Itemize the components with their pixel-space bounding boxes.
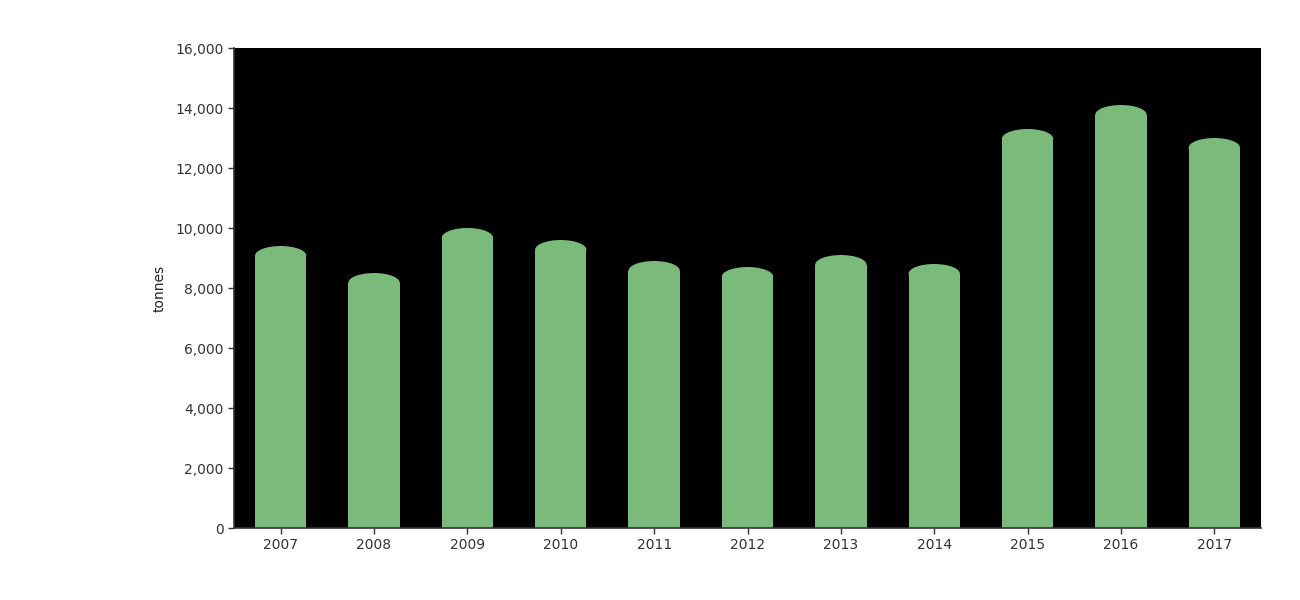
Bar xyxy=(722,277,774,528)
Ellipse shape xyxy=(536,240,586,259)
Ellipse shape xyxy=(442,228,493,247)
Ellipse shape xyxy=(628,261,680,280)
Bar xyxy=(255,256,307,528)
Bar xyxy=(442,238,493,528)
Ellipse shape xyxy=(1096,105,1147,124)
Bar xyxy=(909,274,959,528)
Ellipse shape xyxy=(815,255,867,275)
Bar xyxy=(536,250,586,528)
Ellipse shape xyxy=(255,246,307,265)
Ellipse shape xyxy=(348,273,399,292)
Y-axis label: tonnes: tonnes xyxy=(153,265,166,311)
Bar xyxy=(348,283,399,528)
Bar xyxy=(1188,148,1240,528)
Ellipse shape xyxy=(909,264,959,283)
Bar xyxy=(628,271,680,528)
Bar xyxy=(1096,115,1147,528)
Ellipse shape xyxy=(1002,129,1053,148)
Bar xyxy=(1002,139,1053,528)
Bar xyxy=(815,265,867,528)
Ellipse shape xyxy=(722,267,774,286)
Ellipse shape xyxy=(1188,138,1240,157)
